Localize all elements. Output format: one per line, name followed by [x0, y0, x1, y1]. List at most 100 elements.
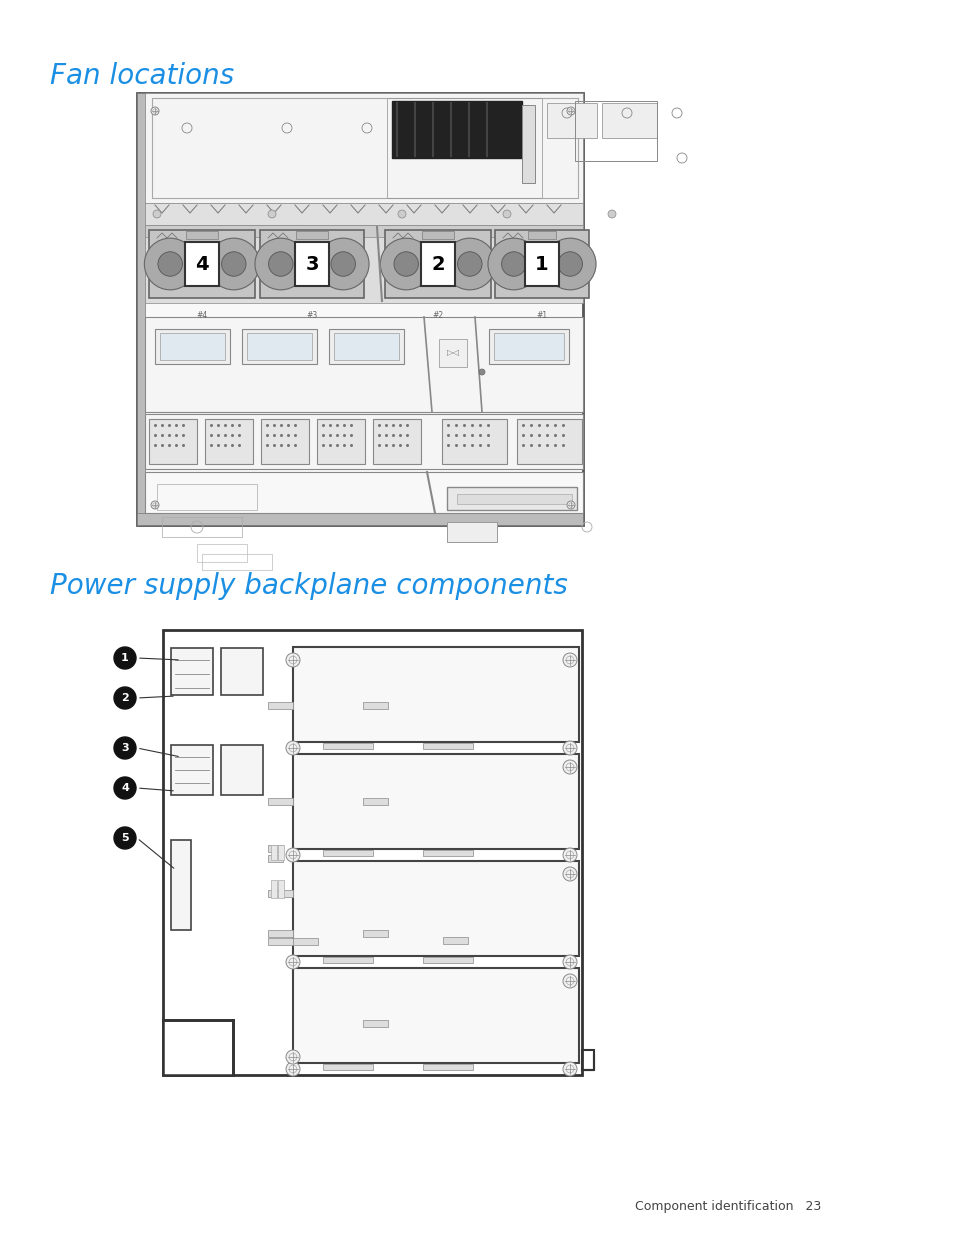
Circle shape [152, 210, 161, 219]
Circle shape [562, 848, 577, 862]
Bar [157, 484, 256, 510]
Bar [392, 101, 521, 158]
Bar [527, 231, 556, 240]
Bar [268, 930, 293, 937]
Bar [524, 242, 558, 287]
Bar [489, 329, 568, 364]
Bar [145, 472, 582, 513]
Circle shape [502, 210, 511, 219]
Bar [268, 701, 293, 709]
Bar [601, 103, 657, 138]
Circle shape [158, 252, 182, 277]
Bar [293, 968, 578, 1063]
Text: 2: 2 [121, 693, 129, 703]
Circle shape [286, 955, 299, 969]
Text: ▷◁: ▷◁ [446, 348, 459, 357]
Circle shape [286, 1050, 299, 1065]
Circle shape [268, 210, 275, 219]
Circle shape [144, 238, 195, 290]
Bar [293, 755, 578, 848]
Circle shape [501, 252, 525, 277]
Bar [422, 1065, 473, 1070]
Bar [268, 845, 283, 852]
Text: 1: 1 [121, 653, 129, 663]
Circle shape [443, 238, 496, 290]
Bar [373, 419, 420, 464]
Text: 5: 5 [121, 832, 129, 844]
Circle shape [331, 252, 355, 277]
Bar [145, 225, 582, 237]
Bar [385, 230, 491, 298]
Circle shape [457, 252, 481, 277]
Bar [294, 242, 329, 287]
Bar [422, 850, 473, 856]
Bar [277, 845, 284, 860]
Bar [137, 93, 145, 525]
Bar [441, 419, 506, 464]
Circle shape [113, 687, 136, 709]
Bar [221, 745, 263, 795]
Text: 1: 1 [535, 254, 548, 273]
Circle shape [113, 827, 136, 848]
Circle shape [562, 1062, 577, 1076]
Text: 2: 2 [431, 254, 444, 273]
Bar [145, 203, 582, 225]
Bar [145, 317, 582, 412]
Circle shape [562, 760, 577, 774]
Bar [447, 522, 497, 542]
Bar [422, 957, 473, 963]
Bar [323, 957, 373, 963]
Bar [363, 1020, 388, 1028]
Bar [205, 419, 253, 464]
Circle shape [286, 741, 299, 755]
Circle shape [562, 741, 577, 755]
Text: Power supply backplane components: Power supply backplane components [50, 572, 567, 600]
Bar [334, 333, 398, 359]
Bar [293, 939, 317, 945]
Bar [422, 743, 473, 748]
Bar [152, 98, 578, 198]
Bar [268, 855, 283, 862]
Bar [316, 419, 365, 464]
Bar [171, 840, 191, 930]
Bar [137, 93, 582, 525]
Bar [145, 225, 582, 303]
Circle shape [558, 252, 582, 277]
Bar [329, 329, 403, 364]
Text: #2: #2 [432, 311, 443, 320]
Bar [261, 419, 309, 464]
Circle shape [566, 501, 575, 509]
Circle shape [562, 955, 577, 969]
Text: 4: 4 [195, 254, 209, 273]
Bar [160, 333, 225, 359]
Bar [323, 743, 373, 748]
Text: #3: #3 [306, 311, 317, 320]
Bar [447, 487, 577, 510]
Text: Fan locations: Fan locations [50, 62, 234, 90]
Bar [494, 333, 563, 359]
Bar [277, 881, 284, 898]
Bar [363, 701, 388, 709]
Bar [196, 543, 247, 562]
Bar [293, 647, 578, 742]
Bar [137, 513, 582, 525]
Bar [260, 230, 364, 298]
Bar [145, 93, 582, 203]
Bar [268, 939, 293, 945]
Circle shape [607, 210, 616, 219]
Bar [268, 798, 293, 805]
Circle shape [562, 867, 577, 881]
Bar [442, 937, 468, 944]
Bar [323, 1065, 373, 1070]
Bar [221, 648, 263, 695]
Bar [163, 1020, 233, 1074]
Bar [421, 231, 454, 240]
Text: 3: 3 [305, 254, 318, 273]
Bar [271, 845, 276, 860]
Bar [296, 231, 327, 240]
Circle shape [113, 777, 136, 799]
Bar [154, 329, 230, 364]
Circle shape [394, 252, 418, 277]
Circle shape [286, 848, 299, 862]
Bar [171, 745, 213, 795]
